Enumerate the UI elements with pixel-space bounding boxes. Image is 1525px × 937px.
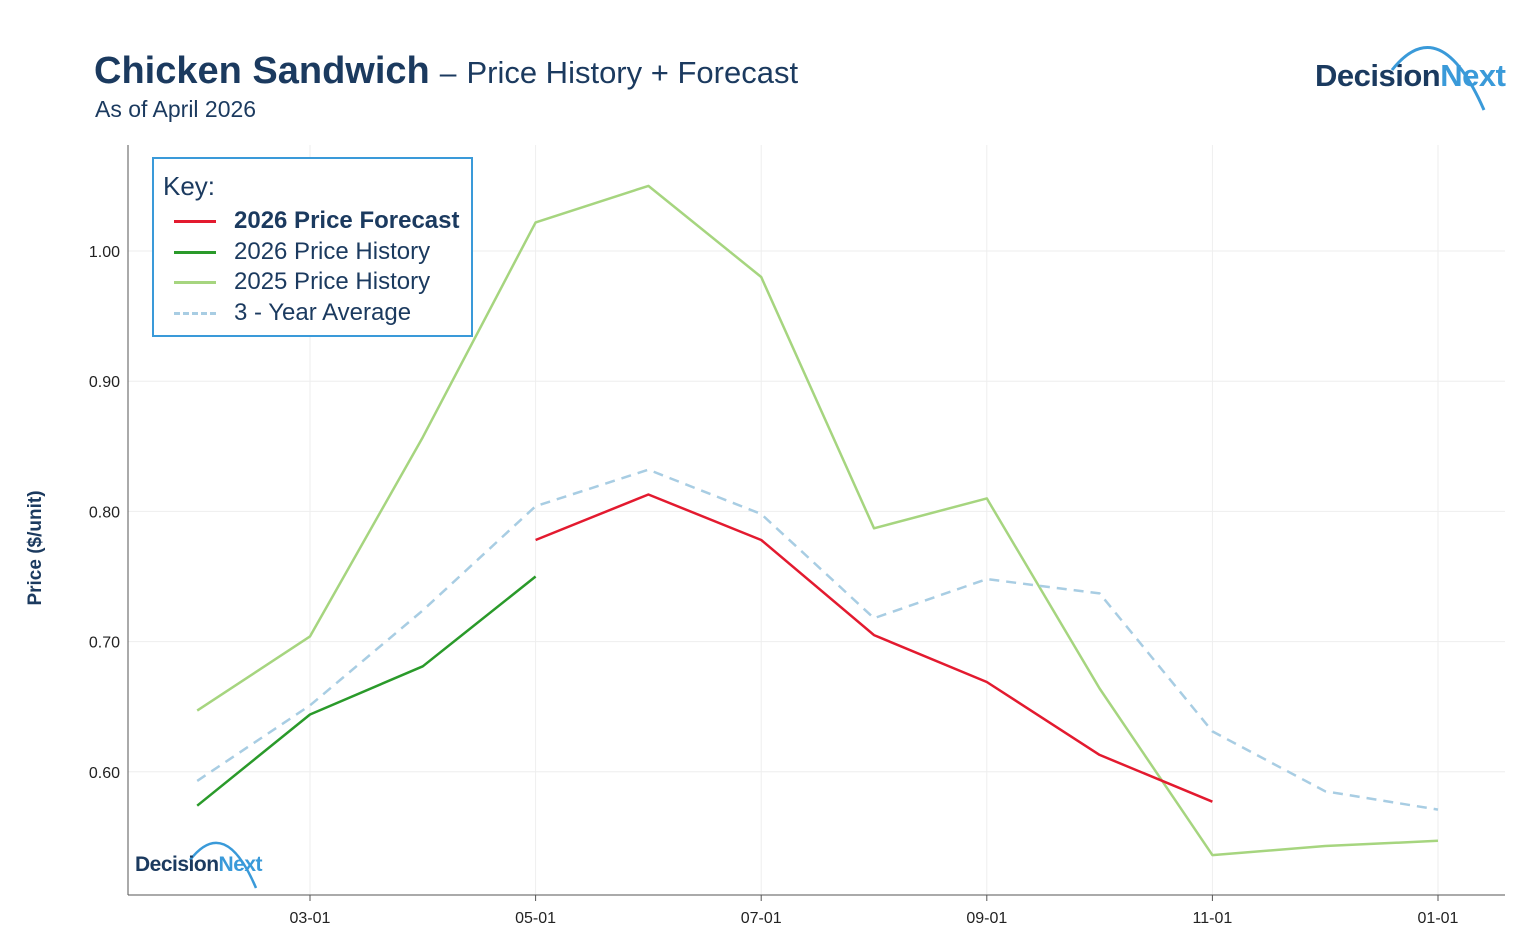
logo-text-1: Decision	[1315, 58, 1441, 93]
logo-text-2: Next	[218, 853, 263, 876]
y-tick-label: 0.80	[89, 504, 120, 521]
title-main: Chicken Sandwich	[94, 50, 430, 92]
legend-item-forecast: 2026 Price Forecast	[174, 206, 459, 236]
legend-swatch	[174, 219, 216, 223]
x-tick-label: 09-01	[966, 910, 1007, 927]
logo-arc-icon	[1390, 46, 1486, 111]
series-line-2026-price-history	[196, 575, 537, 807]
y-tick-label: 0.70	[89, 635, 120, 652]
logo-text-1: Decision	[135, 853, 219, 876]
legend-swatch	[174, 311, 216, 315]
x-tick-label: 11-01	[1193, 910, 1233, 927]
y-tick-label: 1.00	[89, 244, 120, 261]
decisionnext-watermark: DecisionNext	[135, 853, 263, 877]
legend-label: 2025 Price History	[234, 268, 431, 295]
series-line-3-year-average	[196, 468, 1439, 811]
title-separator: –	[439, 57, 457, 90]
legend: Key: 2026 Price Forecast 2026 Price Hist…	[152, 157, 473, 337]
x-tick-label: 01-01	[1418, 910, 1459, 927]
chart-title: Chicken Sandwich – Price History + Forecas…	[94, 50, 798, 93]
legend-item-2025-history: 2025 Price History	[174, 267, 430, 297]
logo-arc-icon-small	[189, 841, 258, 889]
legend-label: 2026 Price Forecast	[234, 207, 460, 234]
series-line-2026-price-forecast	[535, 493, 1213, 803]
y-axis-label: Price ($/unit)	[25, 490, 46, 606]
legend-swatch	[174, 250, 216, 254]
legend-label: 2026 Price History	[234, 238, 431, 265]
legend-item-2026-history: 2026 Price History	[174, 237, 430, 267]
legend-swatch	[174, 280, 216, 284]
as-of-date: As of April 2026	[95, 96, 257, 122]
legend-item-3yr-average: 3 - Year Average	[174, 298, 411, 328]
x-tick-label: 03-01	[290, 910, 331, 927]
decisionnext-logo: DecisionNext	[1315, 58, 1506, 94]
series-line-2025-price-history	[196, 184, 1439, 857]
y-tick-label: 0.90	[89, 374, 120, 391]
legend-title: Key:	[163, 171, 216, 201]
x-tick-label: 07-01	[741, 910, 782, 927]
title-sub: Price History + Forecast	[466, 55, 799, 90]
y-tick-label: 0.60	[89, 765, 120, 782]
x-tick-label: 05-01	[515, 910, 556, 927]
legend-label: 3 - Year Average	[234, 299, 412, 326]
